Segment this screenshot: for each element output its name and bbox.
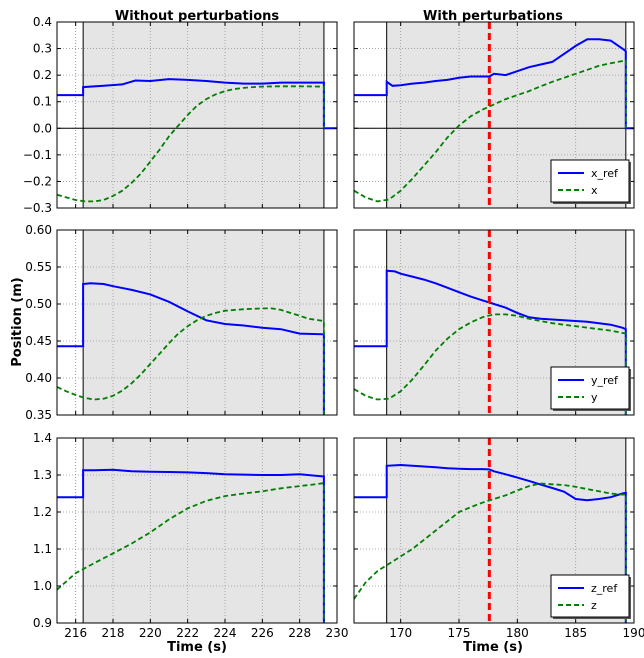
plot-frame: [56, 21, 338, 209]
series-line-actual: [57, 85, 325, 203]
panel-2-0: 0.9 1.0 1.1 1.2 1.3 1.4 216 218 220 222 224 226 228 2…: [33, 431, 349, 640]
y-tick-label: 0.1: [33, 95, 52, 109]
y-tick-label: 0.45: [25, 334, 52, 348]
x-tick-label: 190: [623, 626, 644, 640]
series-line-actual: [354, 59, 627, 203]
column-title-left: Without perturbations: [115, 9, 280, 24]
y-tick-label: 0.55: [25, 260, 52, 274]
series-line-reference: [354, 38, 634, 130]
series-line-actual: [57, 307, 325, 415]
y-tick-label: 1.4: [33, 431, 52, 445]
y-tick-label: 0.9: [33, 616, 52, 630]
series-line-actual: [57, 482, 325, 623]
y-tick-label: 0.4: [33, 15, 52, 29]
column-title-right: With perturbations: [423, 9, 563, 24]
series-line-reference: [354, 269, 627, 415]
y-tick-label: 0.50: [25, 297, 52, 311]
panel-0-0: −0.3 −0.2 −0.1 0.0 0.1 0.2 0.3 0.4: [23, 15, 338, 215]
x-tick-label: 170: [389, 626, 412, 640]
y-tick-label: 0.0: [33, 121, 52, 135]
x-tick-label: 218: [102, 626, 125, 640]
series-line-reference: [57, 468, 325, 623]
plot-frame: [56, 229, 338, 416]
x-tick-label: 226: [251, 626, 274, 640]
panel-1-0: 0.35 0.40 0.45 0.50 0.55 0.60: [25, 223, 338, 422]
y-tick-label: 0.40: [25, 371, 52, 385]
active-region: [83, 438, 324, 623]
plot-frame: [56, 437, 338, 624]
x-tick-label: 180: [506, 626, 529, 640]
x-tick-label: 230: [326, 626, 349, 640]
x-axis-title-left: Time (s): [167, 640, 227, 655]
legend-box: [550, 366, 630, 410]
y-tick-label: 1.1: [33, 542, 52, 556]
x-tick-label: 228: [288, 626, 311, 640]
y-tick-label: 1.2: [33, 505, 52, 519]
legend-box: [550, 574, 630, 618]
x-tick-label: 224: [214, 626, 237, 640]
x-tick-label: 220: [139, 626, 162, 640]
legend-label: y_ref: [591, 374, 619, 387]
series-line-actual: [354, 482, 627, 623]
y-tick-label: 1.3: [33, 468, 52, 482]
x-axis-title-right: Time (s): [463, 640, 523, 655]
legend-label: z: [591, 599, 597, 612]
y-tick-label: −0.1: [23, 148, 52, 162]
y-tick-label: 1.0: [33, 579, 52, 593]
y-tick-label: −0.2: [23, 174, 52, 188]
legend-box: [550, 159, 630, 203]
y-tick-label: 0.2: [33, 68, 52, 82]
y-tick-label: 0.60: [25, 223, 52, 237]
series-line-actual: [354, 313, 627, 415]
legend-label: x: [591, 184, 598, 197]
series-line-reference: [354, 463, 627, 623]
plot-frame: [353, 437, 635, 624]
y-tick-label: 0.35: [25, 408, 52, 422]
x-tick-label: 175: [448, 626, 471, 640]
y-tick-label: −0.3: [23, 201, 52, 215]
series-line-reference: [57, 78, 337, 130]
y-tick-label: 0.3: [33, 42, 52, 56]
series-line-reference: [57, 282, 325, 415]
y-axis-title: Position (m): [10, 277, 25, 366]
active-region: [83, 22, 324, 208]
legend-label: y: [591, 391, 598, 404]
legend-label: x_ref: [591, 167, 619, 180]
x-tick-label: 222: [176, 626, 199, 640]
plot-frame: [353, 21, 635, 209]
x-tick-label: 185: [564, 626, 587, 640]
x-tick-label: 216: [64, 626, 87, 640]
plot-frame: [353, 229, 635, 416]
legend-label: z_ref: [591, 582, 618, 595]
active-region: [83, 230, 324, 415]
